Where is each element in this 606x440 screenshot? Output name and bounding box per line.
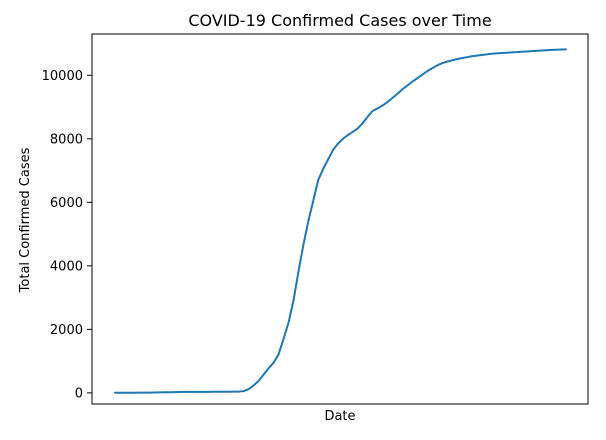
y-tick-label: 8000	[50, 132, 83, 147]
y-axis-ticks: 0 2000 4000 6000 8000 10000	[42, 69, 92, 401]
x-axis-label: Date	[324, 409, 355, 424]
y-axis-label: Total Confirmed Cases	[18, 147, 33, 293]
cases-series-line	[114, 48, 567, 394]
y-tick-label: 2000	[50, 323, 83, 338]
y-tick-label: 6000	[50, 196, 83, 211]
y-tick-label: 10000	[42, 69, 83, 84]
chart-title: COVID-19 Confirmed Cases over Time	[188, 11, 491, 30]
y-tick-label: 0	[75, 386, 83, 401]
y-tick-label: 4000	[50, 259, 83, 274]
plot-frame	[91, 33, 589, 405]
